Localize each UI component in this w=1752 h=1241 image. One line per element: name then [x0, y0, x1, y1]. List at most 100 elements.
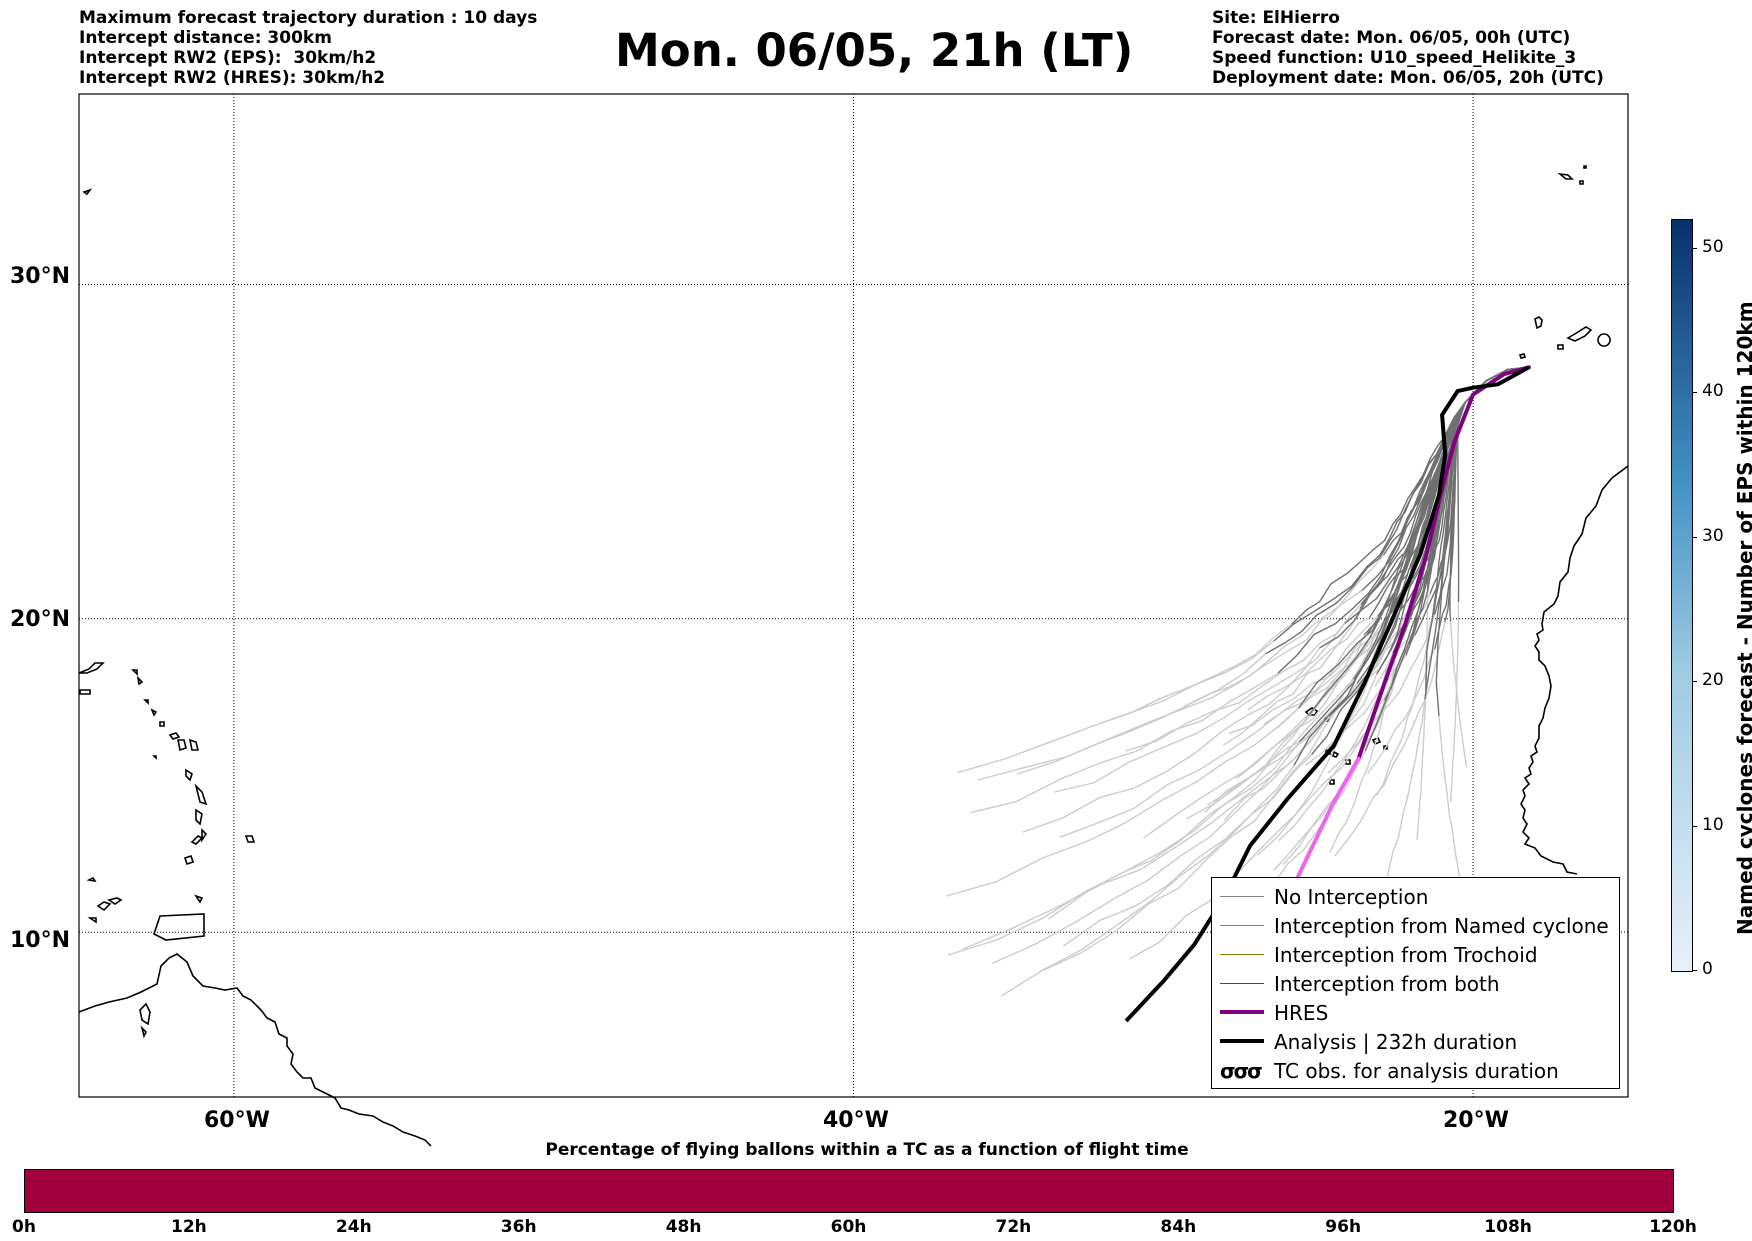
lon-label-20w: 20°W: [1443, 1108, 1509, 1133]
eps-track-late: [1223, 608, 1361, 746]
eps-track-late: [1366, 648, 1436, 774]
eps-track-late: [1380, 699, 1426, 893]
coast-caribbean-north: [78, 188, 105, 695]
colorbar-tick-mark: [1692, 825, 1697, 827]
coast-canary-1: [1534, 316, 1543, 330]
header-left-line: Intercept distance: 300km: [79, 28, 332, 48]
map-legend: No Interception Interception from Named …: [1211, 877, 1620, 1089]
legend-item-analysis: Analysis | 232h duration: [1212, 1027, 1619, 1056]
legend-swatch: [1220, 954, 1264, 955]
eps-track-late: [1206, 667, 1381, 806]
colorbar-tick-mark: [1692, 970, 1697, 971]
bottom-bar-tick-label: 60h: [830, 1217, 867, 1237]
lat-label-30: 30°N: [10, 264, 71, 289]
coast-canary-3: [1597, 333, 1611, 347]
header-right-line: Site: ElHierro: [1212, 8, 1340, 28]
bottom-bar-tick-label: 36h: [500, 1217, 537, 1237]
legend-item-tc-obs: σσσ TC obs. for analysis duration: [1212, 1056, 1619, 1085]
coast-canary-5: [1518, 353, 1527, 359]
legend-item-hres: HRES: [1212, 998, 1619, 1027]
eps-track-early: [1449, 366, 1529, 622]
eps-track-late: [1438, 715, 1463, 886]
colorbar-label: Named cyclones forecast - Number of EPS …: [1733, 301, 1752, 935]
bottom-bar-tick-label: 84h: [1160, 1217, 1197, 1237]
coast-canary-4: [1557, 344, 1564, 350]
map-grid: [79, 94, 1628, 1097]
tc-percentage-bar: [24, 1169, 1674, 1213]
hres-track-early: [1356, 365, 1531, 761]
eps-track-late: [1043, 682, 1358, 971]
header-right-line: Speed function: U10_speed_Helikite_3: [1212, 48, 1577, 68]
header-left-line: Intercept RW2 (HRES): 30km/h2: [79, 68, 386, 88]
eps-track-late: [1101, 623, 1293, 724]
hres-trajectory: [1269, 365, 1531, 919]
colorbar-tick-label: 20: [1702, 670, 1724, 691]
eps-track-late: [1450, 621, 1468, 768]
page-title: Mon. 06/05, 21h (LT): [615, 24, 1134, 77]
colorbar-tick-mark: [1692, 392, 1697, 394]
eps-track-late: [1059, 615, 1379, 838]
lon-label-40w: 40°W: [823, 1108, 889, 1133]
eps-track-late: [1327, 614, 1436, 774]
eps-track-late: [957, 640, 1275, 774]
header-right-line: Deployment date: Mon. 06/05, 20h (UTC): [1212, 68, 1604, 88]
coast-africa: [1520, 465, 1629, 875]
bottom-bar-tick-label: 48h: [665, 1217, 702, 1237]
tc-symbol-icon: σσσ: [1220, 1059, 1263, 1083]
legend-swatch: [1220, 925, 1264, 926]
eps-track-late: [1450, 601, 1460, 803]
legend-swatch: [1220, 983, 1264, 984]
header-left-info: Maximum forecast trajectory duration : 1…: [79, 8, 537, 88]
eps-track-late: [947, 678, 1355, 956]
coast-canary-2: [1566, 326, 1593, 342]
eps-track-late: [962, 715, 1330, 950]
header-right-info: Site: ElHierro Forecast date: Mon. 06/05…: [1212, 8, 1604, 88]
legend-label: No Interception: [1274, 885, 1429, 909]
bottom-bar-tick-label: 96h: [1325, 1217, 1362, 1237]
eps-track-early: [1383, 366, 1529, 622]
bottom-bar-tick-label: 108h: [1484, 1217, 1532, 1237]
colorbar-tick-label: 40: [1702, 381, 1724, 402]
eps-track-late: [1182, 554, 1385, 708]
legend-item-both: Interception from both: [1212, 969, 1619, 998]
eps-track-late: [1048, 715, 1309, 920]
header-left-line: Maximum forecast trajectory duration : 1…: [79, 8, 538, 28]
legend-item-trochoid: Interception from Trochoid: [1212, 940, 1619, 969]
eps-track-late: [946, 707, 1300, 897]
eps-trajectories-early: [1265, 366, 1529, 766]
legend-item-named-cyclone: Interception from Named cyclone: [1212, 911, 1619, 940]
bottom-bar-tick-label: 12h: [171, 1217, 207, 1237]
colorbar-tick-label: 0: [1702, 959, 1713, 979]
legend-swatch: [1220, 1039, 1264, 1043]
lon-label-60w: 60°W: [204, 1108, 270, 1133]
eps-track-late: [1273, 655, 1407, 871]
eps-track-early: [1311, 366, 1529, 755]
eps-track-late: [1186, 624, 1404, 820]
coast-islands-small: [86, 876, 151, 1039]
eps-track-early: [1444, 366, 1529, 623]
colorbar-tick-label: 10: [1702, 814, 1724, 835]
coast-trinidad: [153, 913, 205, 941]
colorbar-tick-mark: [1692, 536, 1697, 538]
header-left-line: Intercept RW2 (EPS): 30km/h2: [79, 48, 377, 68]
legend-label: Interception from Trochoid: [1274, 943, 1538, 967]
colorbar: [1671, 219, 1693, 972]
legend-label: Interception from both: [1274, 972, 1500, 996]
legend-item-no-interception: No Interception: [1212, 882, 1619, 911]
bottom-bar-tick-label: 24h: [335, 1217, 372, 1237]
colorbar-tick-label: 50: [1702, 236, 1724, 257]
eps-track-late: [1416, 691, 1427, 841]
eps-track-late: [1062, 754, 1313, 947]
legend-label: Analysis | 232h duration: [1274, 1030, 1518, 1054]
coastlines: [78, 165, 1629, 1147]
eps-track-late: [1054, 622, 1346, 793]
bottom-bar-title: Percentage of flying ballons within a TC…: [545, 1140, 1189, 1160]
coast-madeira: [1557, 165, 1587, 185]
legend-label: HRES: [1274, 1001, 1329, 1025]
eps-track-late: [1016, 653, 1266, 775]
lat-label-20: 20°N: [10, 607, 71, 632]
eps-track-late: [992, 741, 1300, 965]
eps-track-late: [1129, 673, 1378, 960]
legend-swatch: [1220, 1010, 1264, 1014]
